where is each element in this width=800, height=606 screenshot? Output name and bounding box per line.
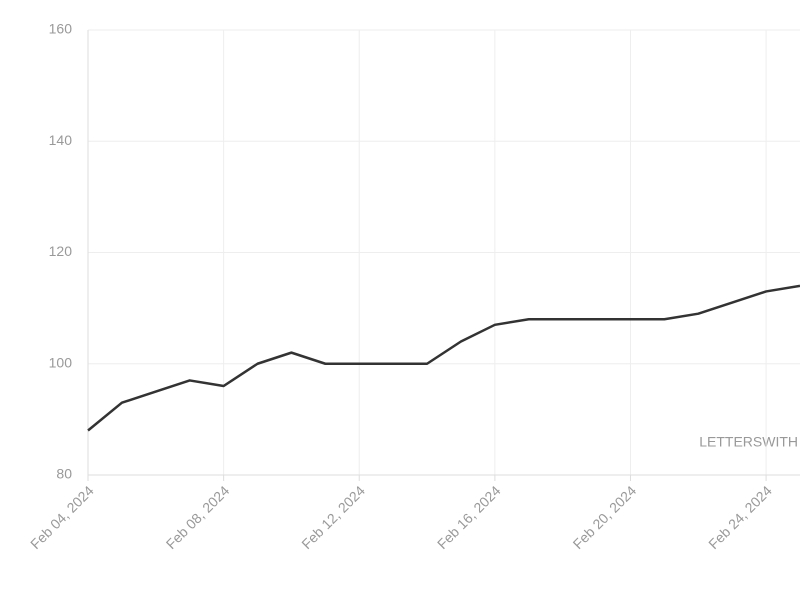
- y-tick-label: 140: [49, 132, 73, 148]
- x-tick-label: Feb 24, 2024: [705, 482, 775, 552]
- x-tick-label: Feb 12, 2024: [298, 482, 368, 552]
- y-tick-label: 120: [49, 243, 73, 259]
- watermark: LETTERSWITH: [699, 434, 798, 450]
- y-tick-label: 160: [49, 21, 73, 37]
- y-tick-label: 100: [49, 354, 73, 370]
- line: [87, 284, 800, 432]
- x-tick-label: Feb 04, 2024: [27, 482, 97, 552]
- x-tick-label: Feb 16, 2024: [434, 482, 504, 552]
- x-tick-label: Feb 20, 2024: [570, 482, 640, 552]
- x-tick-label: Feb 08, 2024: [163, 482, 233, 552]
- y-tick-label: 80: [56, 466, 72, 482]
